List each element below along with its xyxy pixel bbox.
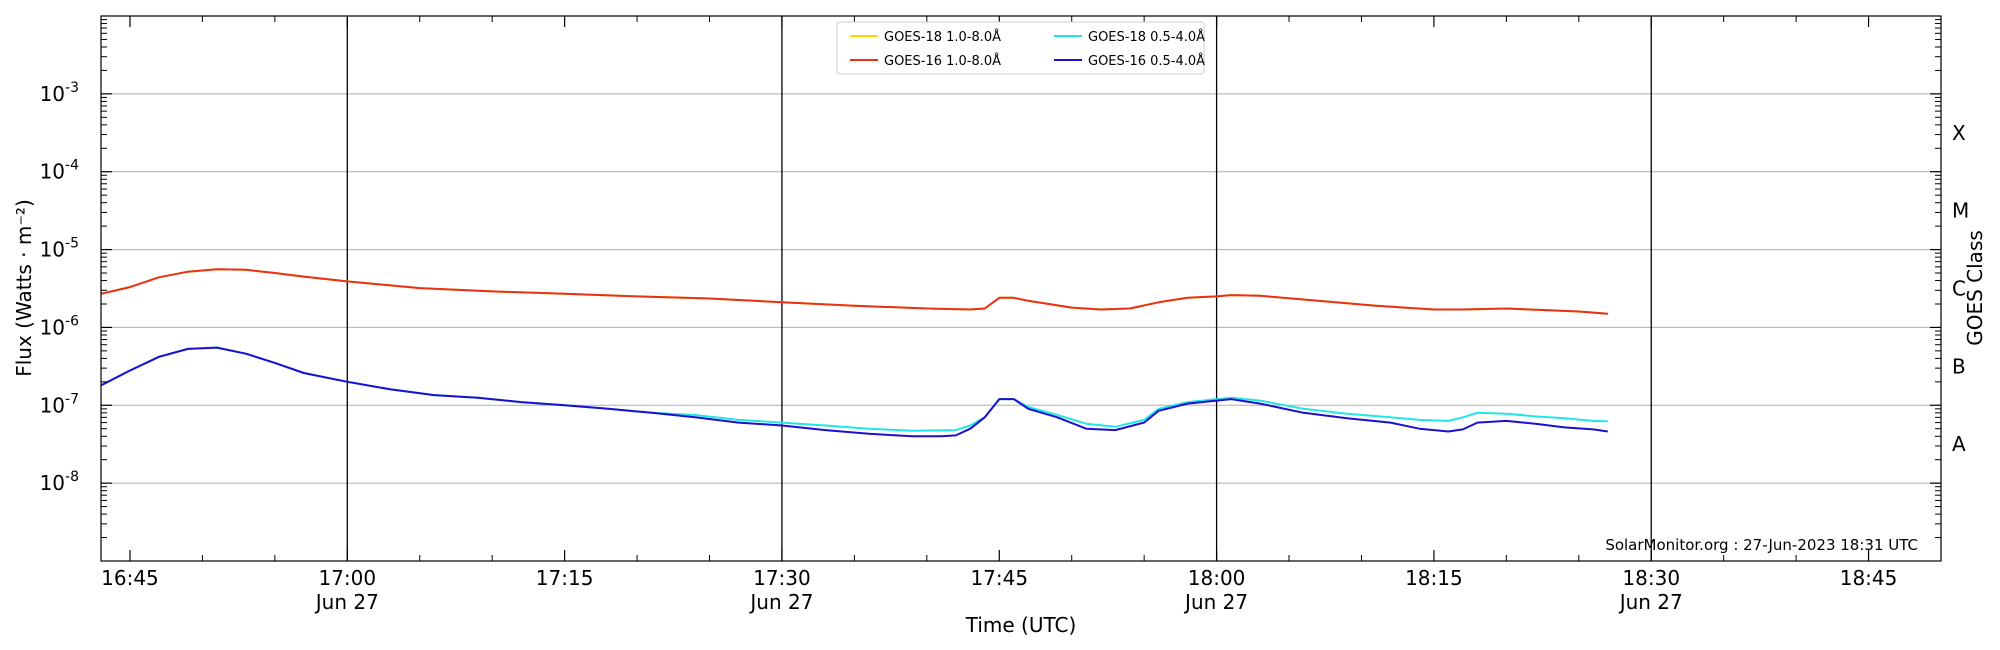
series-line-1 — [100, 268, 1608, 315]
legend-box — [836, 21, 1205, 75]
y-tick-label: 10-6 — [40, 313, 80, 339]
x-tick-date-label: Jun 27 — [314, 590, 379, 614]
x-tick-label: 17:00 — [318, 566, 376, 590]
goes-class-label: C — [1952, 277, 1966, 301]
credit-text: SolarMonitor.org : 27-Jun-2023 18:31 UTC — [1605, 536, 1918, 554]
x-tick-label: 18:15 — [1405, 566, 1463, 590]
day-separator-lines — [346, 16, 1652, 561]
x-tick-date-label: Jun 27 — [748, 590, 813, 614]
x-axis-title: Time (UTC) — [965, 613, 1077, 637]
plot-area — [101, 16, 1941, 561]
x-tick-label: 17:30 — [753, 566, 811, 590]
y-tick-label: 10-7 — [40, 391, 79, 417]
x-tick-label: 17:15 — [536, 566, 594, 590]
x-tick-date-label: Jun 27 — [1183, 590, 1248, 614]
goes-class-label: X — [1952, 121, 1966, 145]
legend-label: GOES-18 1.0-8.0Å — [884, 29, 1001, 45]
plot-frame — [100, 15, 1942, 562]
goes-class-label: M — [1952, 199, 1969, 223]
y-axis-right-title: GOES Class — [1963, 230, 1987, 346]
x-tick-date-label: Jun 27 — [1618, 590, 1683, 614]
legend-label: GOES-16 0.5-4.0Å — [1088, 53, 1205, 69]
y-tick-label: 10-8 — [40, 469, 79, 495]
y-tick-label: 10-5 — [40, 236, 79, 262]
x-tick-label: 18:00 — [1188, 566, 1246, 590]
series-line-3 — [100, 346, 1608, 438]
goes-class-labels: X M C B A — [1952, 121, 1969, 456]
legend-label: GOES-16 1.0-8.0Å — [884, 53, 1001, 69]
legend-label: GOES-18 0.5-4.0Å — [1088, 29, 1205, 45]
y-tick-label: 10-4 — [40, 158, 80, 184]
x-tick-label: 16:45 — [101, 566, 159, 590]
x-tick-label: 17:45 — [970, 566, 1028, 590]
legend: GOES-18 1.0-8.0Å GOES-16 1.0-8.0Å GOES-18 … — [836, 21, 1205, 75]
x-tick-label: 18:45 — [1840, 566, 1898, 590]
gridlines — [101, 93, 1941, 484]
x-tick-label: 18:30 — [1622, 566, 1680, 590]
y-tick-label: 10-3 — [40, 80, 79, 106]
series-lines — [100, 268, 1608, 438]
y-axis-title: Flux (Watts · m⁻²) — [12, 199, 36, 377]
goes-class-label: A — [1952, 432, 1966, 456]
goes-class-label: B — [1952, 354, 1966, 378]
